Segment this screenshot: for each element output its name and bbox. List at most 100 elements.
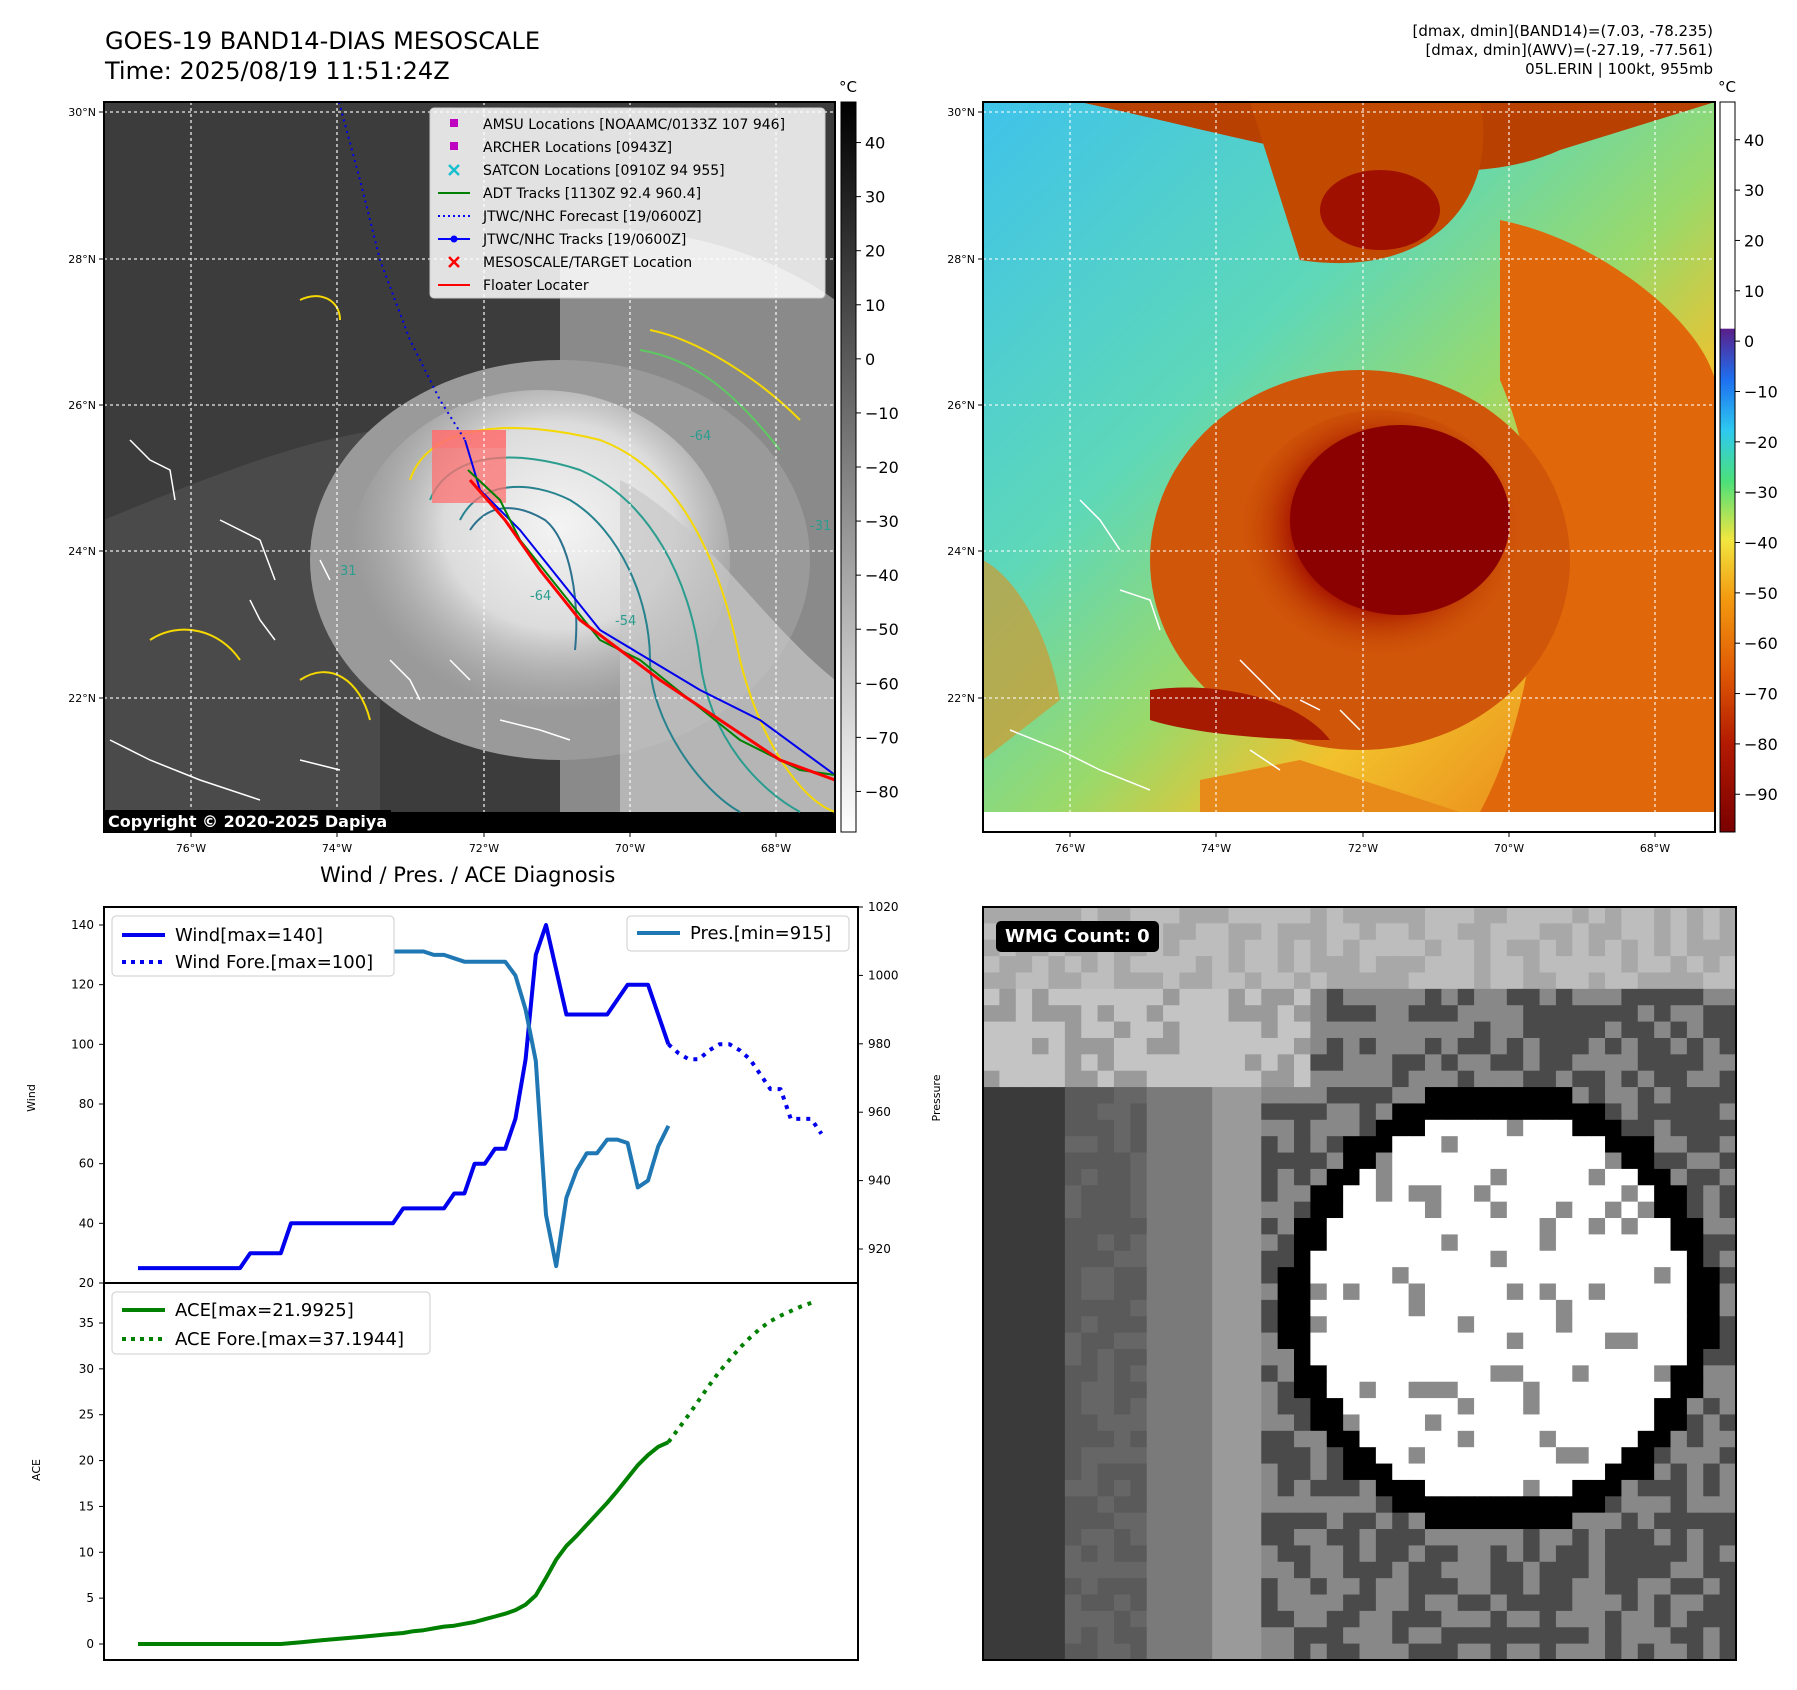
contour-label: -64: [530, 589, 551, 604]
colorbar-tick-label: −80: [1744, 735, 1778, 754]
colorbar-tick-label: −40: [865, 566, 899, 585]
wind-ylabel: Wind: [25, 1084, 38, 1112]
contour-label: -54: [615, 614, 636, 629]
floater-track: [468, 479, 835, 782]
y-tick-label: 920: [868, 1242, 891, 1256]
legend-marker: [448, 164, 460, 176]
ace-axis: 0 5 10 15 20 25 30 35: [79, 1316, 104, 1651]
band14-range: [dmax, dmin](BAND14)=(7.03, -78.235): [1412, 22, 1713, 40]
colorbar-tick-label: −50: [1744, 584, 1778, 603]
ace-panel: 0 5 10 15 20 25 30 35 ACE ACE[max=21.9925] ACE …: [30, 1282, 859, 1661]
storm-id-intensity: 05L.ERIN | 100kt, 955mb: [1525, 60, 1713, 78]
legend-ace-fore: ACE Fore.[max=37.1944]: [175, 1329, 404, 1350]
legend-marker: [450, 119, 458, 127]
pressure-ylabel: Pressure: [930, 1074, 943, 1121]
ir-satellite-map: -64 -54 -31 31 -64 30°N 28°N 26°N 24°N 22°N 76°W 7…: [68, 78, 899, 855]
lon-tick-label: 68°W: [761, 842, 791, 855]
lon-tick-label: 74°W: [1201, 842, 1231, 855]
title-line-2: Time: 2025/08/19 11:51:24Z: [105, 57, 450, 85]
wind-pressure-panel: 20 40 60 80 100 120 140 920 940 960 980 1000 1020 W…: [25, 900, 943, 1290]
copyright-notice: Copyright © 2020-2025 Dapiya: [104, 810, 392, 833]
colorbar-tick-label: −80: [865, 782, 899, 801]
lon-tick-label: 76°W: [176, 842, 206, 855]
lat-tick-label: 30°N: [947, 106, 975, 119]
y-tick-label: 5: [86, 1591, 94, 1605]
y-tick-label: 20: [79, 1454, 94, 1468]
colorbar-tick-label: −40: [1744, 534, 1778, 553]
wind-axis: 20 40 60 80 100 120 140: [71, 918, 104, 1290]
colorbar-tick-label: −30: [1744, 483, 1778, 502]
colorbar-tick-label: 30: [1744, 181, 1764, 200]
legend-label: MESOSCALE/TARGET Location: [483, 255, 692, 271]
lon-tick-label: 72°W: [1348, 842, 1378, 855]
y-tick-label: 980: [868, 1037, 891, 1051]
awv-colorbar-unit: °C: [1718, 78, 1736, 96]
figure-title: GOES-19 BAND14-DIAS MESOSCALE Time: 2025…: [105, 26, 540, 86]
colorbar-tick-label: −30: [865, 512, 899, 531]
legend-label: JTWC/NHC Tracks [19/0600Z]: [482, 232, 686, 248]
colorbar-tick-label: 40: [865, 134, 885, 153]
lon-tick-label: 76°W: [1055, 842, 1085, 855]
lat-tick-label: 28°N: [68, 253, 96, 266]
contour-label: 31: [340, 564, 357, 579]
awv-map: 30°N 28°N 26°N 24°N 22°N 76°W 74°W 72°W 70°W 68°W…: [947, 78, 1778, 855]
ace-series: [138, 1301, 812, 1646]
y-tick-label: 40: [79, 1216, 94, 1230]
colorbar-tick-label: −70: [1744, 685, 1778, 704]
colorbar-tick-label: 20: [1744, 231, 1764, 250]
y-tick-label: 100: [71, 1037, 94, 1051]
legend-wind: Wind[max=140]: [175, 925, 323, 946]
legend-wind-fore: Wind Fore.[max=100]: [175, 952, 373, 973]
y-tick-label: 35: [79, 1316, 94, 1330]
awv-range: [dmax, dmin](AWV)=(-27.19, -77.561): [1425, 41, 1713, 59]
y-tick-label: 15: [79, 1499, 94, 1513]
ace-ylabel: ACE: [30, 1459, 43, 1481]
y-tick-label: 940: [868, 1174, 891, 1188]
legend-marker: [450, 142, 458, 150]
wind-legend: Wind[max=140] Wind Fore.[max=100]: [111, 915, 395, 977]
lat-tick-label: 26°N: [947, 399, 975, 412]
y-tick-label: 140: [71, 918, 94, 932]
storm-info: [dmax, dmin](BAND14)=(7.03, -78.235) [dm…: [1413, 22, 1713, 79]
colorbar-tick-label: −60: [1744, 634, 1778, 653]
wind-forecast-line: [667, 1042, 824, 1135]
contour-label: -31: [810, 519, 831, 534]
colorbar-tick-label: −20: [865, 458, 899, 477]
ace-line: [138, 1440, 670, 1646]
legend-label: Floater Locater: [483, 278, 589, 294]
ir-colorbar: [840, 101, 857, 833]
ace-forecast-line: [666, 1301, 812, 1444]
lat-tick-label: 26°N: [68, 399, 96, 412]
colorbar-tick-label: 10: [1744, 282, 1764, 301]
ir-colorbar-unit: °C: [839, 78, 857, 96]
wmg-count-badge: WMG Count: 0: [996, 921, 1159, 952]
y-tick-label: 10: [79, 1545, 94, 1559]
legend-label: AMSU Locations [NOAAMC/0133Z 107 946]: [483, 117, 785, 133]
legend-label: JTWC/NHC Forecast [19/0600Z]: [482, 209, 702, 225]
title-line-1: GOES-19 BAND14-DIAS MESOSCALE: [105, 27, 541, 55]
legend-label: ADT Tracks [1130Z 92.4 960.4]: [483, 186, 701, 202]
lat-tick-label: 22°N: [68, 692, 96, 705]
y-tick-label: 25: [79, 1408, 94, 1422]
contour-labels: -64 -54 -31 31 -64: [340, 429, 831, 629]
wmg-panel: [982, 906, 1737, 1661]
diagnosis-title: Wind / Pres. / ACE Diagnosis: [320, 863, 616, 887]
y-tick-label: 1000: [868, 968, 899, 982]
lon-tick-label: 70°W: [1494, 842, 1524, 855]
lat-tick-label: 24°N: [947, 545, 975, 558]
y-tick-label: 20: [79, 1276, 94, 1290]
colorbar-tick-label: 20: [865, 242, 885, 261]
lon-tick-label: 70°W: [615, 842, 645, 855]
lon-tick-label: 68°W: [1640, 842, 1670, 855]
ir-map-legend: AMSU Locations [NOAAMC/0133Z 107 946] ARC…: [429, 107, 826, 299]
colorbar-tick-label: 30: [865, 188, 885, 207]
colorbar-tick-label: −10: [865, 404, 899, 423]
pressure-axis: 920 940 960 980 1000 1020: [858, 900, 899, 1256]
lon-tick-label: 74°W: [322, 842, 352, 855]
legend-ace: ACE[max=21.9925]: [175, 1300, 354, 1321]
y-tick-label: 0: [86, 1637, 94, 1651]
ir-colorbar-ticks: 40 30 20 10 0 −10 −20 −30 −40 −50 −60 −70 −80: [856, 134, 899, 801]
lat-tick-label: 24°N: [68, 545, 96, 558]
